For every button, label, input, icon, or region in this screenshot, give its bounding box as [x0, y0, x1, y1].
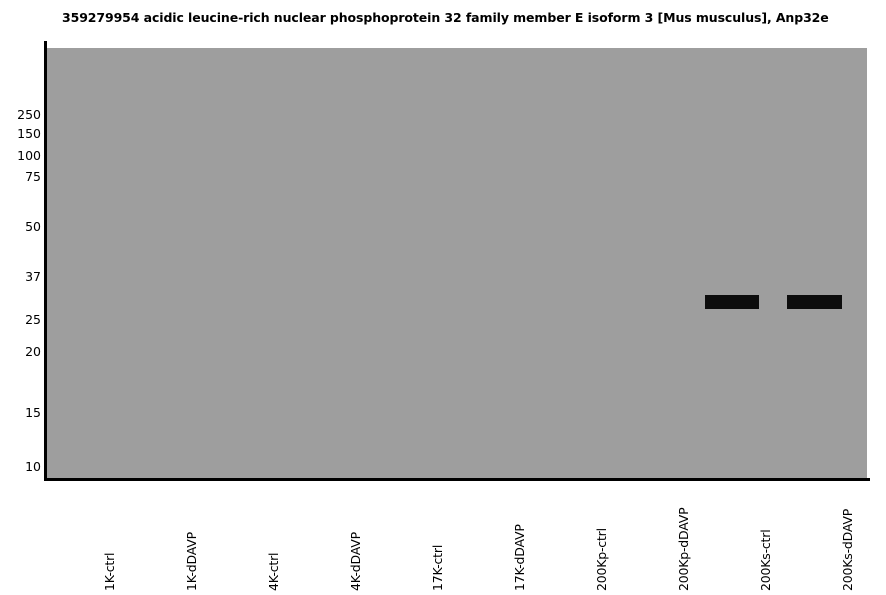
x-tick-label-17K-ctrl: 17K-ctrl — [430, 544, 445, 591]
y-axis-spine — [44, 41, 47, 481]
x-tick-label-17K-dDAVP: 17K-dDAVP — [512, 524, 527, 591]
y-tick-label-150: 150 — [17, 126, 41, 141]
x-tick-label-200Kp-dDAVP: 200Kp-dDAVP — [676, 507, 691, 591]
y-tick-label-250: 250 — [17, 107, 41, 122]
x-tick-label-1K-dDAVP: 1K-dDAVP — [184, 532, 199, 591]
blot-plot-area — [47, 48, 867, 478]
y-tick-label-10: 10 — [25, 459, 41, 474]
y-tick-label-15: 15 — [25, 405, 41, 420]
y-tick-label-100: 100 — [17, 148, 41, 163]
x-tick-label-1K-ctrl: 1K-ctrl — [102, 552, 117, 591]
x-axis-spine — [44, 478, 870, 481]
x-tick-label-200Ks-dDAVP: 200Ks-dDAVP — [840, 508, 855, 591]
x-axis-tick-labels: 1K-ctrl 1K-dDAVP 4K-ctrl 4K-dDAVP 17K-ctrl 17… — [47, 481, 867, 595]
y-tick-label-75: 75 — [25, 169, 41, 184]
y-tick-label-50: 50 — [25, 219, 41, 234]
page-title: 359279954 acidic leucine-rich nuclear ph… — [62, 10, 829, 25]
y-tick-label-20: 20 — [25, 344, 41, 359]
x-tick-label-200Kp-ctrl: 200Kp-ctrl — [594, 528, 609, 591]
x-tick-label-200Ks-ctrl: 200Ks-ctrl — [758, 529, 773, 591]
x-tick-label-4K-ctrl: 4K-ctrl — [266, 552, 281, 591]
y-tick-label-25: 25 — [25, 312, 41, 327]
blot-band-200Ks-ctrl — [705, 295, 759, 309]
blot-band-200Ks-dDAVP — [787, 295, 842, 309]
x-tick-label-4K-dDAVP: 4K-dDAVP — [348, 532, 363, 591]
y-tick-label-37: 37 — [25, 269, 41, 284]
